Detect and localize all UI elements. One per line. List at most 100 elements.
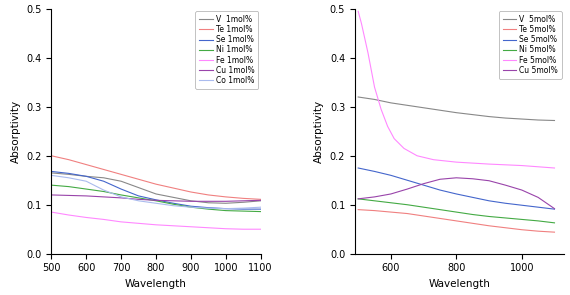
Fe 5mol% [453,160,460,164]
Line: V  5mol%: V 5mol% [358,97,555,120]
Cu 5mol% [404,187,410,191]
Se 1mol% [66,172,72,175]
Se 1mol% [48,170,55,173]
Te 5mol% [404,212,410,215]
Fe 5mol% [378,107,385,111]
Te 1mol% [153,182,160,186]
V  1mol% [153,192,160,196]
Co 1mol% [257,205,264,209]
V  5mol% [355,95,361,99]
Co 1mol% [83,179,89,183]
Te 1mol% [240,196,247,200]
X-axis label: Wavelength: Wavelength [125,279,187,289]
Se 5mol% [453,192,460,196]
Te 5mol% [535,230,542,233]
Se 5mol% [535,205,542,209]
Line: Fe 1mol%: Fe 1mol% [51,212,260,229]
X-axis label: Wavelength: Wavelength [429,279,491,289]
Cu 1mol% [153,199,160,202]
Co 1mol% [100,188,107,192]
V  1mol% [48,171,55,175]
V  5mol% [469,113,476,117]
Ni 5mol% [518,218,525,221]
V  5mol% [388,101,394,105]
Line: Cu 5mol%: Cu 5mol% [358,178,555,209]
Se 1mol% [153,198,160,201]
Cu 1mol% [66,194,72,197]
Cu 5mol% [437,178,443,181]
V  5mol% [371,98,378,101]
Cu 1mol% [117,196,124,200]
Cu 1mol% [135,198,142,201]
Fe 1mol% [48,210,55,214]
V  5mol% [437,109,443,112]
Te 1mol% [100,168,107,171]
Se 1mol% [205,206,212,209]
Cu 5mol% [453,176,460,180]
Ni 5mol% [502,216,509,220]
Cu 1mol% [170,199,177,203]
Cu 5mol% [551,207,558,210]
Fe 5mol% [391,137,398,140]
Te 5mol% [551,230,558,234]
Ni 1mol% [257,210,264,213]
Ni 1mol% [240,209,247,213]
Co 1mol% [222,207,229,210]
Se 5mol% [420,183,427,187]
V  5mol% [486,115,492,118]
V  1mol% [135,186,142,189]
Line: Cu 1mol%: Cu 1mol% [51,195,260,201]
Te 5mol% [388,210,394,214]
Cu 5mol% [518,188,525,192]
Te 5mol% [518,228,525,232]
V  5mol% [404,104,410,107]
V  5mol% [502,116,509,120]
Te 1mol% [48,154,55,158]
Te 5mol% [371,209,378,212]
Se 1mol% [188,204,194,208]
Fe 5mol% [401,147,408,150]
Te 1mol% [135,178,142,181]
Co 1mol% [135,199,142,203]
Fe 1mol% [153,223,160,227]
Se 1mol% [83,175,89,178]
Ni 1mol% [83,187,89,191]
Se 5mol% [551,207,558,211]
Te 5mol% [502,226,509,230]
Fe 1mol% [66,213,72,217]
Fe 1mol% [205,226,212,230]
Cu 1mol% [188,199,194,203]
Co 1mol% [117,195,124,199]
V  5mol% [420,106,427,109]
Cu 5mol% [371,195,378,199]
Fe 5mol% [358,22,365,25]
Fe 5mol% [551,166,558,170]
Ni 1mol% [48,183,55,187]
Te 5mol% [469,222,476,225]
Line: Ni 1mol%: Ni 1mol% [51,185,260,212]
Te 1mol% [83,163,89,166]
Fe 1mol% [100,218,107,221]
Ni 5mol% [355,197,361,201]
Cu 5mol% [502,183,509,187]
Co 1mol% [240,206,247,210]
V  1mol% [100,176,107,180]
Co 1mol% [170,204,177,207]
Fe 1mol% [135,222,142,225]
Se 5mol% [371,170,378,173]
Cu 1mol% [240,199,247,203]
Se 1mol% [135,194,142,198]
Line: Te 5mol%: Te 5mol% [358,210,555,232]
Cu 1mol% [257,199,264,202]
Se 5mol% [388,173,394,177]
Fe 5mol% [384,124,391,128]
Ni 1mol% [100,190,107,193]
V  1mol% [222,201,229,205]
V  1mol% [257,199,264,203]
Co 1mol% [48,173,55,177]
Co 1mol% [66,176,72,180]
Ni 1mol% [117,193,124,197]
Ni 5mol% [469,213,476,216]
Cu 1mol% [48,193,55,197]
Ni 1mol% [66,185,72,189]
